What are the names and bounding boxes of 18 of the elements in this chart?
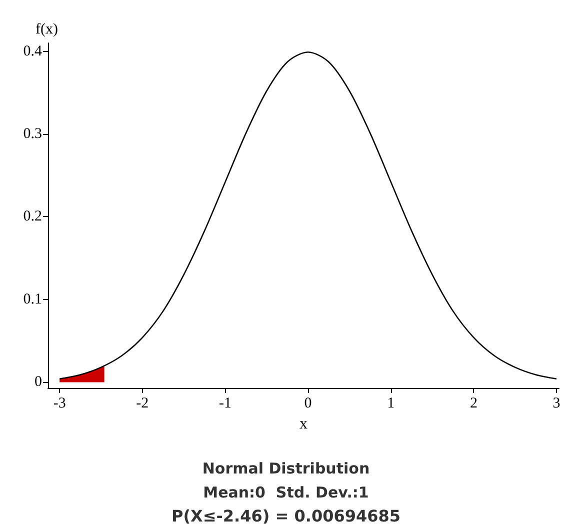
text: Mean:0 Std. Dev.:1 — [203, 484, 369, 502]
y-axis-title: f(x) — [36, 22, 58, 38]
x-tick-label: -1 — [218, 396, 232, 412]
x-tick-label: -3 — [53, 396, 66, 412]
y-tick-label: 0 — [34, 374, 42, 390]
text: P(X≤-2.46) = 0.00694685 — [171, 506, 401, 526]
x-axis-title: x — [300, 416, 308, 432]
y-tick-label: 0.1 — [23, 291, 42, 308]
y-tick-label: 0.4 — [23, 43, 42, 60]
x-tick-label: 1 — [387, 396, 395, 412]
x-tick-label: 0 — [304, 396, 312, 412]
y-tick-label: 0.2 — [23, 208, 42, 225]
x-tick-label: 3 — [552, 396, 560, 412]
y-tick-label: 0.3 — [23, 126, 42, 142]
text: Normal Distribution — [202, 460, 370, 478]
x-tick-label: 2 — [470, 396, 478, 412]
x-tick-label: -2 — [136, 396, 149, 412]
line-series — [58, 51, 558, 380]
